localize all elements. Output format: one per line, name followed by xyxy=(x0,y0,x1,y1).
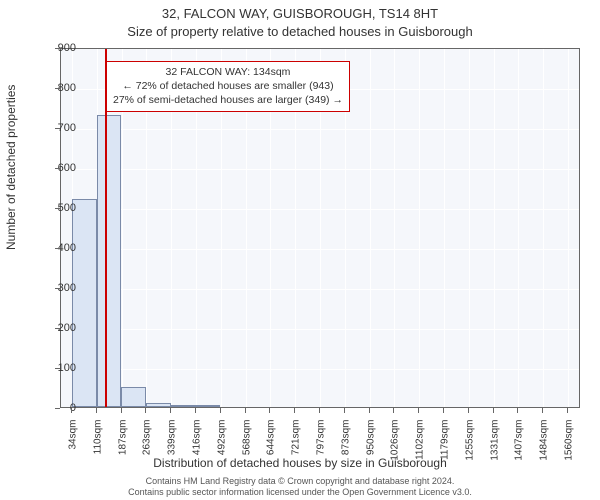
annotation-box: 32 FALCON WAY: 134sqm ← 72% of detached h… xyxy=(106,61,350,112)
gridline-v xyxy=(394,49,395,407)
x-tick-mark xyxy=(517,408,518,413)
annotation-line-2: ← 72% of detached houses are smaller (94… xyxy=(122,80,333,92)
x-tick-mark xyxy=(369,408,370,413)
y-tick-mark xyxy=(55,248,60,249)
x-tick-mark xyxy=(245,408,246,413)
gridline-v xyxy=(568,49,569,407)
x-tick-mark xyxy=(393,408,394,413)
x-tick-label: 34sqm xyxy=(68,420,79,480)
gridline-v xyxy=(494,49,495,407)
y-tick-mark xyxy=(55,368,60,369)
y-tick-mark xyxy=(55,328,60,329)
x-tick-label: 263sqm xyxy=(142,420,153,480)
x-tick-label: 797sqm xyxy=(316,420,327,480)
gridline-v xyxy=(543,49,544,407)
x-tick-label: 1484sqm xyxy=(539,420,550,480)
x-tick-mark xyxy=(542,408,543,413)
x-tick-mark xyxy=(567,408,568,413)
chart-container: 32, FALCON WAY, GUISBOROUGH, TS14 8HT Si… xyxy=(0,0,600,500)
x-tick-mark xyxy=(443,408,444,413)
histogram-bar xyxy=(97,115,122,407)
x-tick-label: 873sqm xyxy=(340,420,351,480)
x-axis-label: Distribution of detached houses by size … xyxy=(0,456,600,470)
y-tick-mark xyxy=(55,88,60,89)
annotation-line-3: 27% of semi-detached houses are larger (… xyxy=(113,94,343,106)
x-tick-mark xyxy=(195,408,196,413)
x-tick-mark xyxy=(269,408,270,413)
histogram-bar xyxy=(171,405,196,407)
credits-text: Contains HM Land Registry data © Crown c… xyxy=(0,476,600,499)
annotation-line-1: 32 FALCON WAY: 134sqm xyxy=(166,66,291,78)
y-tick-mark xyxy=(55,168,60,169)
histogram-bar xyxy=(146,403,171,407)
x-tick-mark xyxy=(121,408,122,413)
x-tick-mark xyxy=(96,408,97,413)
x-tick-mark xyxy=(468,408,469,413)
x-tick-mark xyxy=(71,408,72,413)
credits-line-2: Contains public sector information licen… xyxy=(128,487,472,497)
y-tick-mark xyxy=(55,128,60,129)
x-tick-label: 568sqm xyxy=(241,420,252,480)
x-tick-label: 110sqm xyxy=(92,420,103,480)
x-tick-label: 416sqm xyxy=(192,420,203,480)
x-tick-mark xyxy=(145,408,146,413)
x-tick-mark xyxy=(319,408,320,413)
gridline-v xyxy=(518,49,519,407)
x-tick-mark xyxy=(493,408,494,413)
x-tick-label: 1255sqm xyxy=(464,420,475,480)
x-tick-mark xyxy=(344,408,345,413)
histogram-bar xyxy=(72,199,97,407)
chart-title-2: Size of property relative to detached ho… xyxy=(0,24,600,39)
x-tick-label: 1407sqm xyxy=(514,420,525,480)
x-tick-label: 644sqm xyxy=(266,420,277,480)
x-tick-label: 492sqm xyxy=(216,420,227,480)
x-tick-label: 1026sqm xyxy=(390,420,401,480)
gridline-v xyxy=(444,49,445,407)
x-tick-label: 1179sqm xyxy=(440,420,451,480)
y-tick-mark xyxy=(55,288,60,289)
histogram-bar xyxy=(196,405,221,407)
chart-title-1: 32, FALCON WAY, GUISBOROUGH, TS14 8HT xyxy=(0,6,600,21)
x-tick-label: 187sqm xyxy=(117,420,128,480)
x-tick-label: 950sqm xyxy=(365,420,376,480)
x-tick-mark xyxy=(220,408,221,413)
plot-area: 32 FALCON WAY: 134sqm ← 72% of detached h… xyxy=(60,48,580,408)
gridline-v xyxy=(469,49,470,407)
histogram-bar xyxy=(121,387,146,407)
x-tick-label: 1102sqm xyxy=(415,420,426,480)
gridline-v xyxy=(419,49,420,407)
x-tick-label: 721sqm xyxy=(291,420,302,480)
credits-line-1: Contains HM Land Registry data © Crown c… xyxy=(146,476,455,486)
gridline-v xyxy=(370,49,371,407)
x-tick-label: 1560sqm xyxy=(564,420,575,480)
y-tick-mark xyxy=(55,208,60,209)
x-tick-mark xyxy=(418,408,419,413)
x-tick-label: 1331sqm xyxy=(489,420,500,480)
y-axis-label: Number of detached properties xyxy=(4,85,18,250)
x-tick-mark xyxy=(294,408,295,413)
y-tick-mark xyxy=(55,408,60,409)
x-tick-mark xyxy=(170,408,171,413)
y-tick-mark xyxy=(55,48,60,49)
x-tick-label: 339sqm xyxy=(167,420,178,480)
